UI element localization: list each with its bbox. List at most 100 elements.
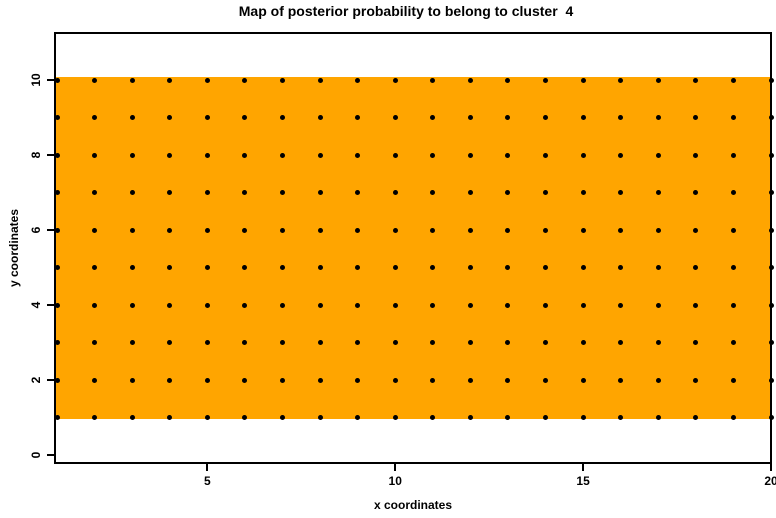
data-point <box>730 415 736 420</box>
data-point <box>505 227 511 233</box>
data-point <box>204 302 210 308</box>
data-point <box>618 265 624 270</box>
data-point <box>618 377 624 383</box>
data-point <box>204 77 210 83</box>
data-point <box>54 377 60 383</box>
data-point <box>467 77 473 83</box>
data-point <box>392 302 398 308</box>
data-point <box>279 227 285 233</box>
data-point <box>430 152 436 158</box>
data-point <box>693 77 699 83</box>
data-point <box>693 415 699 420</box>
data-point <box>167 265 173 270</box>
data-point <box>430 302 436 308</box>
data-point <box>92 302 98 308</box>
data-point <box>92 265 98 270</box>
data-point <box>167 227 173 233</box>
plot-title: Map of posterior probability to belong t… <box>238 3 574 19</box>
data-point <box>505 302 511 308</box>
data-point <box>505 115 511 120</box>
data-point <box>505 190 511 195</box>
data-point <box>580 77 586 83</box>
posterior-probability-region <box>56 77 770 419</box>
data-point <box>693 265 699 270</box>
data-point <box>167 77 173 83</box>
data-point <box>655 190 661 195</box>
y-tick-mark <box>47 229 54 231</box>
y-tick-label: 6 <box>29 226 43 234</box>
data-point <box>92 227 98 233</box>
y-tick-mark <box>47 79 54 81</box>
data-point <box>317 152 323 158</box>
data-point <box>655 77 661 83</box>
data-point <box>54 77 60 83</box>
data-point <box>129 152 135 158</box>
data-point <box>467 190 473 195</box>
data-point <box>167 377 173 383</box>
data-point <box>92 115 98 120</box>
data-point <box>730 152 736 158</box>
data-point <box>430 77 436 83</box>
data-point <box>392 227 398 233</box>
data-point <box>430 115 436 120</box>
data-point <box>317 265 323 270</box>
data-point <box>730 377 736 383</box>
data-point <box>618 302 624 308</box>
data-point <box>693 302 699 308</box>
data-point <box>580 190 586 195</box>
data-point <box>618 227 624 233</box>
data-point <box>204 152 210 158</box>
data-point <box>768 377 774 383</box>
data-point <box>768 340 774 345</box>
data-point <box>655 152 661 158</box>
y-tick-mark <box>47 379 54 381</box>
data-point <box>768 415 774 420</box>
data-point <box>129 265 135 270</box>
data-point <box>730 227 736 233</box>
data-point <box>768 77 774 83</box>
data-point <box>730 77 736 83</box>
data-point <box>693 190 699 195</box>
data-point <box>317 377 323 383</box>
data-point <box>580 302 586 308</box>
data-point <box>392 377 398 383</box>
data-point <box>655 377 661 383</box>
data-point <box>167 152 173 158</box>
data-point <box>467 415 473 420</box>
data-point <box>430 190 436 195</box>
data-point <box>92 340 98 345</box>
data-point <box>392 152 398 158</box>
y-tick-mark <box>47 454 54 456</box>
x-axis-label: x coordinates <box>373 498 453 512</box>
x-tick-label: 15 <box>576 474 590 488</box>
data-point <box>430 340 436 345</box>
data-point <box>204 377 210 383</box>
data-point <box>279 377 285 383</box>
data-point <box>317 340 323 345</box>
data-point <box>505 265 511 270</box>
data-point <box>317 115 323 120</box>
data-point <box>580 152 586 158</box>
data-point <box>655 115 661 120</box>
data-point <box>317 415 323 420</box>
data-point <box>768 265 774 270</box>
data-point <box>54 115 60 120</box>
x-tick-mark <box>582 464 585 471</box>
data-point <box>768 190 774 195</box>
x-tick-label: 20 <box>764 474 776 488</box>
data-point <box>580 377 586 383</box>
y-tick-label: 0 <box>29 451 43 459</box>
data-point <box>618 340 624 345</box>
data-point <box>167 340 173 345</box>
data-point <box>279 302 285 308</box>
y-tick-label: 8 <box>29 151 43 159</box>
x-tick-label: 10 <box>388 474 402 488</box>
data-point <box>129 227 135 233</box>
data-point <box>392 115 398 120</box>
data-point <box>392 340 398 345</box>
data-point <box>129 340 135 345</box>
data-point <box>54 302 60 308</box>
data-point <box>242 190 248 195</box>
data-point <box>580 115 586 120</box>
data-point <box>730 302 736 308</box>
